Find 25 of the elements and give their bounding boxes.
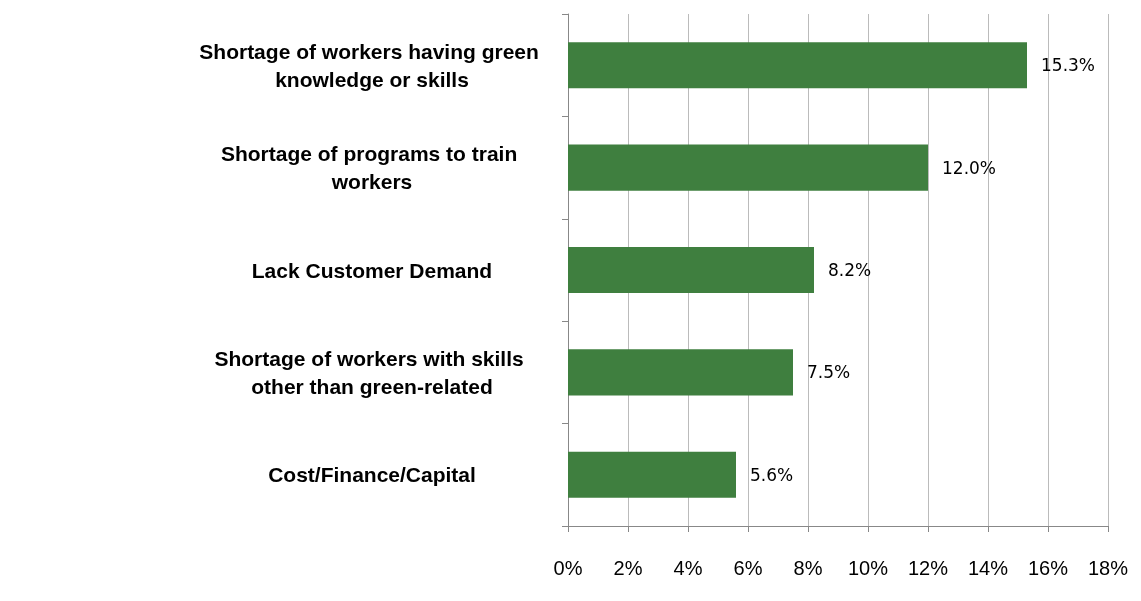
y-tick-label: Shortage of programs to train workers <box>220 142 524 194</box>
y-tick-label: Shortage of workers with skills other than green-related <box>214 346 530 398</box>
x-tick-label: 8% <box>793 557 823 579</box>
y-tick-label: Shortage of workers having green knowledge or skills <box>199 39 545 91</box>
x-tick-label: 18% <box>1087 557 1129 579</box>
bar <box>568 349 793 396</box>
x-tick-label: 16% <box>1027 557 1069 579</box>
data-label: 8.2% <box>828 260 872 280</box>
bar <box>568 42 1027 89</box>
x-tick-label: 14% <box>967 557 1009 579</box>
x-tick-label: 10% <box>847 557 889 579</box>
data-label: 7.5% <box>807 362 851 383</box>
x-tick-label: 0% <box>553 557 583 579</box>
x-tick-label: 6% <box>733 557 763 579</box>
y-tick-label: Cost/Finance/Capital <box>268 463 476 487</box>
bar <box>568 451 736 498</box>
x-tick-label: 12% <box>907 557 949 579</box>
x-tick-label: 2% <box>613 557 643 579</box>
data-label: 5.6% <box>750 464 794 485</box>
bar <box>568 246 814 294</box>
y-tick-label: Lack Customer Demand <box>251 258 493 282</box>
bar <box>568 144 928 191</box>
x-tick-label: 4% <box>673 557 703 579</box>
data-label: 15.3% <box>1041 55 1096 76</box>
data-label: 12.0% <box>942 157 997 178</box>
